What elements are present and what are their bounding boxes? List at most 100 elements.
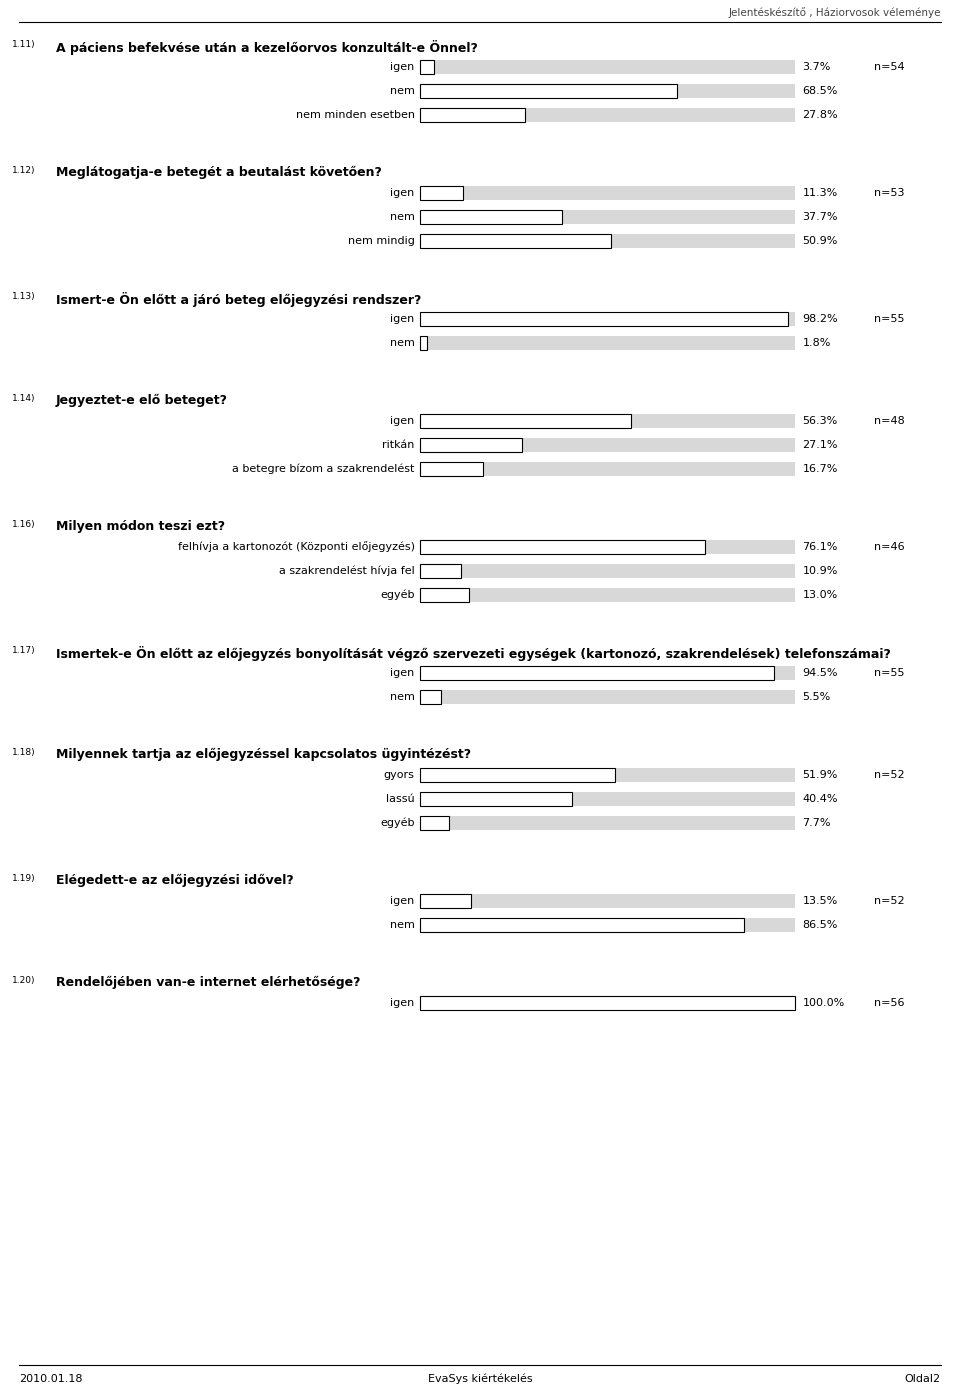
Bar — [420, 996, 795, 1010]
Bar — [420, 769, 795, 783]
Bar — [420, 894, 471, 908]
Text: Ismert-e Ön előtt a járó beteg előjegyzési rendszer?: Ismert-e Ön előtt a járó beteg előjegyzé… — [56, 292, 421, 307]
Text: nem minden esetben: nem minden esetben — [296, 110, 415, 120]
Bar — [420, 792, 572, 806]
Text: igen: igen — [391, 997, 415, 1009]
Text: igen: igen — [391, 61, 415, 73]
Text: Jegyeztet-e elő beteget?: Jegyeztet-e elő beteget? — [56, 393, 228, 407]
Text: 10.9%: 10.9% — [803, 566, 838, 576]
Bar — [420, 107, 524, 121]
Text: n=52: n=52 — [874, 770, 904, 780]
Text: nem: nem — [390, 692, 415, 702]
Text: 1.12): 1.12) — [12, 166, 35, 174]
Bar — [420, 996, 795, 1010]
Bar — [420, 60, 795, 74]
Text: egyéb: egyéb — [380, 817, 415, 829]
Text: 68.5%: 68.5% — [803, 86, 838, 96]
Bar — [420, 816, 449, 830]
Text: EvaSys kiértékelés: EvaSys kiértékelés — [428, 1374, 532, 1384]
Text: n=48: n=48 — [874, 416, 904, 425]
Text: 1.18): 1.18) — [12, 748, 36, 757]
Bar — [420, 414, 632, 428]
Text: 27.8%: 27.8% — [803, 110, 838, 120]
Bar — [420, 894, 795, 908]
Bar — [420, 438, 522, 452]
Bar — [420, 691, 795, 704]
Bar — [420, 918, 744, 932]
Text: n=55: n=55 — [874, 314, 904, 324]
Bar — [420, 564, 462, 578]
Text: Elégedett-e az előjegyzési idővel?: Elégedett-e az előjegyzési idővel? — [56, 875, 294, 887]
Bar — [420, 438, 795, 452]
Text: 40.4%: 40.4% — [803, 794, 838, 804]
Text: 100.0%: 100.0% — [803, 997, 845, 1009]
Text: 13.0%: 13.0% — [803, 590, 838, 600]
Text: egyéb: egyéb — [380, 590, 415, 600]
Text: n=53: n=53 — [874, 188, 904, 198]
Text: Rendelőjében van-e internet elérhetősége?: Rendelőjében van-e internet elérhetősége… — [56, 976, 360, 989]
Bar — [420, 211, 562, 225]
Text: 37.7%: 37.7% — [803, 212, 838, 222]
Text: nem: nem — [390, 919, 415, 930]
Bar — [420, 540, 706, 554]
Text: igen: igen — [391, 896, 415, 905]
Text: 76.1%: 76.1% — [803, 543, 838, 552]
Text: n=54: n=54 — [874, 61, 904, 73]
Bar — [420, 792, 795, 806]
Bar — [420, 816, 795, 830]
Text: 7.7%: 7.7% — [803, 817, 831, 829]
Text: 5.5%: 5.5% — [803, 692, 830, 702]
Bar — [420, 312, 788, 326]
Text: felhívja a kartonozót (Központi előjegyzés): felhívja a kartonozót (Központi előjegyz… — [178, 541, 415, 552]
Text: 1.14): 1.14) — [12, 393, 35, 403]
Bar — [420, 336, 795, 350]
Text: 86.5%: 86.5% — [803, 919, 838, 930]
Text: Jelentéskészítő , Háziorvosok véleménye: Jelentéskészítő , Háziorvosok véleménye — [729, 7, 941, 18]
Text: 27.1%: 27.1% — [803, 439, 838, 451]
Text: 50.9%: 50.9% — [803, 236, 838, 246]
Bar — [420, 769, 614, 783]
Bar — [420, 665, 795, 679]
Text: igen: igen — [391, 668, 415, 678]
Text: 98.2%: 98.2% — [803, 314, 838, 324]
Text: lassú: lassú — [386, 794, 415, 804]
Text: Meglátogatja-e betegét a beutalást követően?: Meglátogatja-e betegét a beutalást követ… — [56, 166, 381, 179]
Text: 1.13): 1.13) — [12, 292, 36, 301]
Bar — [420, 564, 795, 578]
Text: 1.8%: 1.8% — [803, 338, 831, 347]
Text: n=55: n=55 — [874, 668, 904, 678]
Text: A páciens befekvése után a kezelőorvos konzultált-e Önnel?: A páciens befekvése után a kezelőorvos k… — [56, 40, 477, 54]
Text: Ismertek-e Ön előtt az előjegyzés bonyolítását végző szervezeti egységek (karton: Ismertek-e Ön előtt az előjegyzés bonyol… — [56, 646, 891, 661]
Text: n=56: n=56 — [874, 997, 904, 1009]
Text: gyors: gyors — [384, 770, 415, 780]
Text: ritkán: ritkán — [382, 439, 415, 451]
Text: 56.3%: 56.3% — [803, 416, 838, 425]
Text: Milyennek tartja az előjegyzéssel kapcsolatos ügyintézést?: Milyennek tartja az előjegyzéssel kapcso… — [56, 748, 470, 762]
Text: 1.17): 1.17) — [12, 646, 36, 656]
Bar — [420, 336, 427, 350]
Bar — [420, 918, 795, 932]
Text: Oldal2: Oldal2 — [904, 1374, 941, 1384]
Text: 3.7%: 3.7% — [803, 61, 831, 73]
Bar — [420, 462, 483, 476]
Bar — [420, 234, 612, 248]
Text: igen: igen — [391, 416, 415, 425]
Bar — [420, 60, 434, 74]
Text: n=46: n=46 — [874, 543, 904, 552]
Text: 94.5%: 94.5% — [803, 668, 838, 678]
Bar — [420, 234, 795, 248]
Text: 1.11): 1.11) — [12, 40, 36, 49]
Bar — [420, 186, 795, 199]
Bar — [420, 589, 795, 603]
Text: igen: igen — [391, 314, 415, 324]
Text: 11.3%: 11.3% — [803, 188, 838, 198]
Text: a szakrendelést hívja fel: a szakrendelést hívja fel — [279, 566, 415, 576]
Text: a betegre bízom a szakrendelést: a betegre bízom a szakrendelést — [232, 463, 415, 474]
Text: 1.20): 1.20) — [12, 976, 35, 985]
Text: 51.9%: 51.9% — [803, 770, 838, 780]
Text: nem: nem — [390, 338, 415, 347]
Bar — [420, 691, 441, 704]
Text: 1.16): 1.16) — [12, 520, 36, 529]
Text: n=52: n=52 — [874, 896, 904, 905]
Text: 13.5%: 13.5% — [803, 896, 838, 905]
